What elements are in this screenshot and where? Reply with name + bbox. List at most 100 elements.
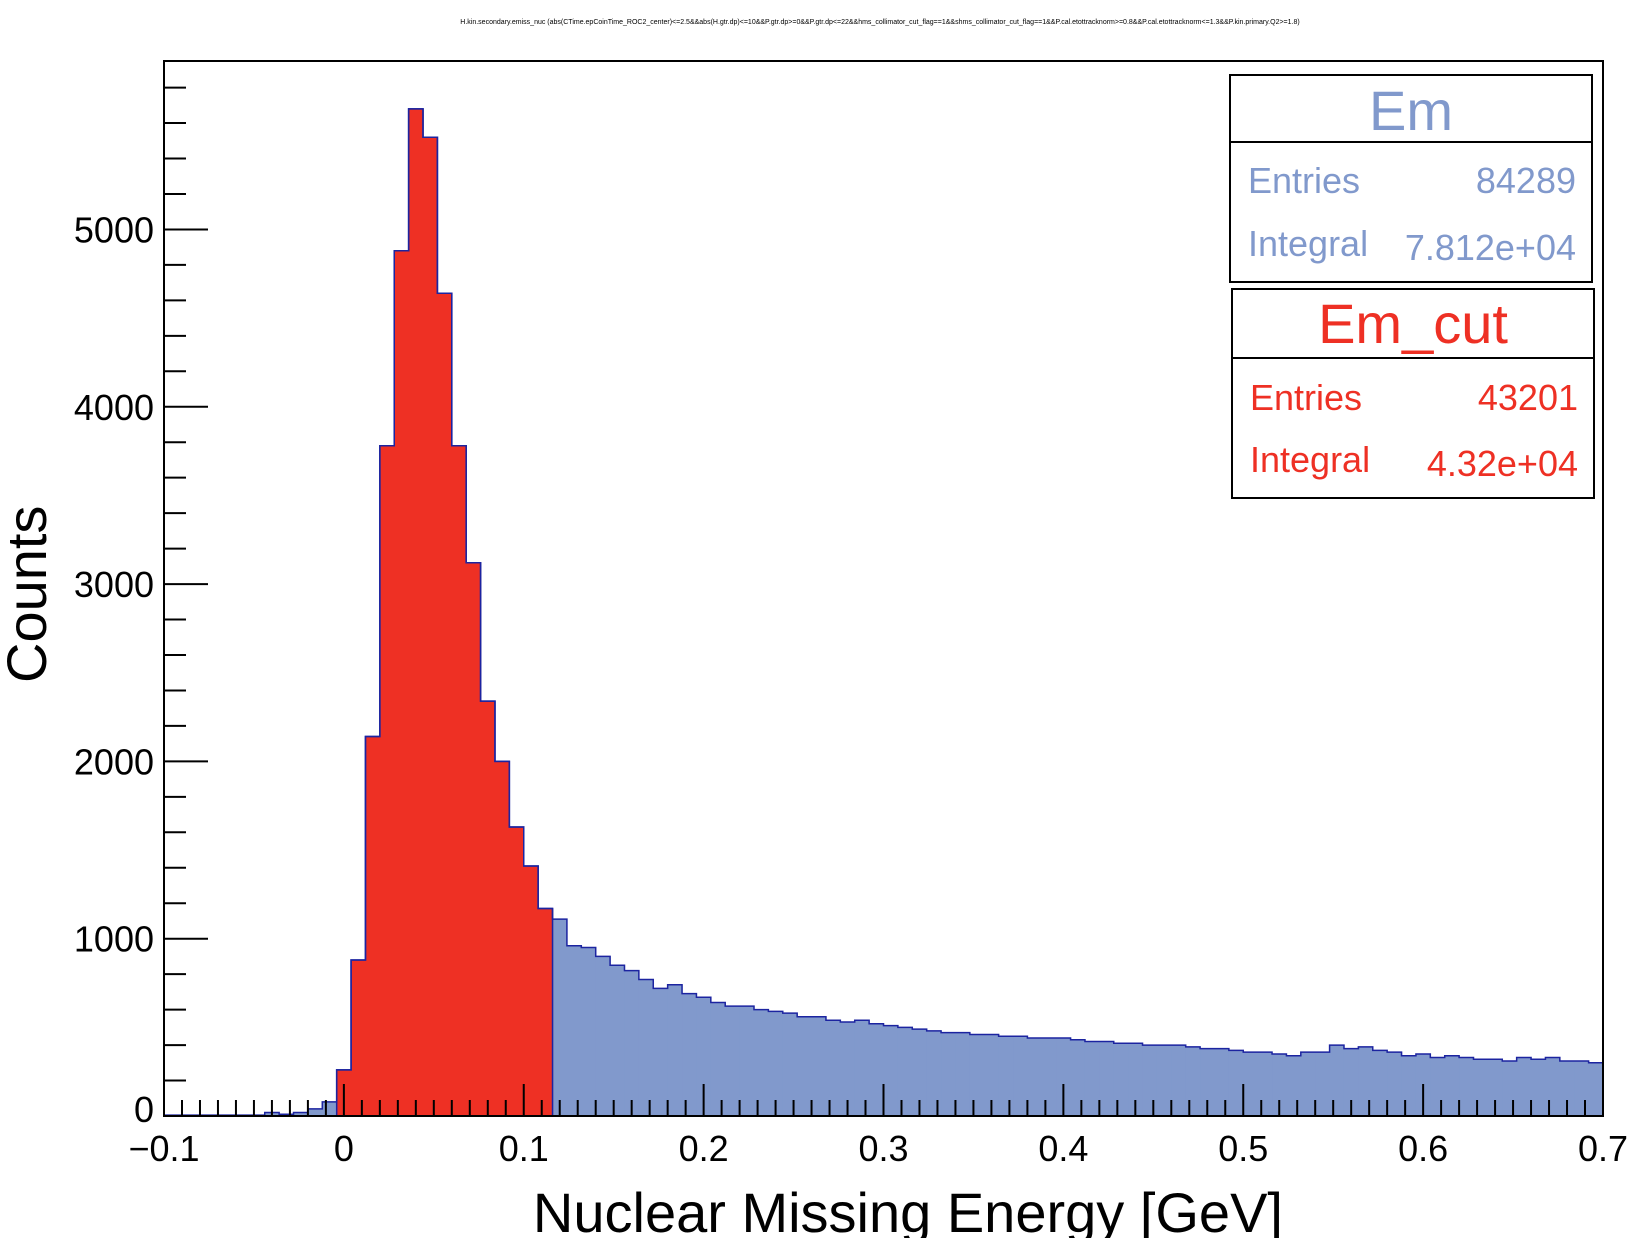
bar-em-cut-24 [509, 826, 525, 1116]
bar-em-51 [897, 1027, 913, 1116]
x-tick-label: 0.5 [1218, 1128, 1268, 1169]
x-tick-label: 0.3 [858, 1128, 908, 1169]
bar-em-96 [1545, 1057, 1561, 1116]
y-axis: 0 1000 2000 3000 4000 5000 [74, 86, 208, 1130]
bar-em-72 [1200, 1048, 1216, 1116]
bar-em-53 [926, 1030, 942, 1116]
x-axis: −0.1 0 0.1 0.2 0.3 0.4 0.5 0.6 0.7 [128, 1084, 1628, 1169]
stats-box-em-cut: Em_cut Entries 43201 Integral 4.32e+04 [1231, 288, 1595, 499]
stats-box-em-entries-value: 84289 [1476, 160, 1576, 201]
series-em-cut-bars [336, 108, 554, 1117]
bar-em-32 [624, 970, 640, 1116]
bar-em-99 [1588, 1062, 1604, 1116]
bar-em-93 [1502, 1061, 1518, 1116]
bar-em-46 [825, 1020, 841, 1116]
bar-em-39 [725, 1006, 741, 1116]
bar-em-10 [307, 1108, 323, 1116]
bar-em-67 [1128, 1043, 1144, 1116]
stats-box-em-cut-frame [1231, 288, 1595, 499]
bar-em-83 [1358, 1046, 1374, 1116]
bar-em-50 [883, 1025, 899, 1116]
bar-em-56 [969, 1034, 985, 1116]
stats-box-em-cut-entries-label: Entries [1250, 377, 1362, 418]
bar-em-42 [768, 1011, 784, 1116]
bar-em-cut-15 [379, 445, 395, 1116]
x-tick-label: 0.1 [499, 1128, 549, 1169]
x-tick-label: 0.4 [1038, 1128, 1088, 1169]
bar-em-59 [1013, 1036, 1028, 1116]
x-tick-label: 0.2 [679, 1128, 729, 1169]
x-tick-label: 0 [334, 1128, 354, 1169]
bar-em-80 [1315, 1052, 1331, 1116]
bar-em-cut-14 [365, 736, 381, 1116]
stats-box-em-cut-integral-value: 4.32e+04 [1427, 443, 1578, 484]
bar-em-76 [1257, 1052, 1273, 1116]
bar-em-61 [1041, 1037, 1057, 1116]
bar-em-48 [854, 1020, 870, 1116]
x-tick-label: 0.7 [1578, 1128, 1628, 1169]
bar-em-36 [682, 993, 698, 1116]
y-tick-label: 2000 [74, 741, 154, 782]
stats-box-em-integral-value: 7.812e+04 [1405, 227, 1576, 268]
bar-em-33 [638, 979, 654, 1116]
bar-em-84 [1372, 1050, 1388, 1116]
bar-em-66 [1113, 1043, 1129, 1116]
bar-em-35 [667, 984, 683, 1116]
bar-em-55 [955, 1032, 971, 1116]
bar-em-97 [1559, 1061, 1575, 1116]
bar-em-91 [1473, 1059, 1489, 1116]
stats-box-em-title: Em [1369, 79, 1453, 142]
stats-box-em-cut-entries-value: 43201 [1478, 377, 1578, 418]
stats-box-em-entries-label: Entries [1248, 160, 1360, 201]
bar-em-31 [610, 965, 626, 1116]
bar-em-92 [1487, 1059, 1503, 1116]
y-tick-label: 4000 [74, 387, 154, 428]
bar-em-79 [1300, 1052, 1316, 1116]
bar-em-68 [1142, 1045, 1158, 1116]
bar-em-cut-13 [351, 959, 367, 1116]
bar-em-cut-25 [523, 865, 539, 1116]
bar-em-78 [1286, 1055, 1302, 1116]
bar-em-cut-17 [408, 108, 424, 1117]
stats-box-em-integral-label: Integral [1248, 223, 1368, 264]
bar-em-74 [1228, 1050, 1244, 1116]
y-axis-label: Counts [0, 506, 58, 683]
bar-em-64 [1084, 1041, 1100, 1116]
bar-em-60 [1027, 1037, 1043, 1116]
bar-em-82 [1343, 1048, 1359, 1116]
bar-em-28 [566, 945, 582, 1116]
bar-em-65 [1099, 1041, 1115, 1116]
stats-box-em-frame [1229, 74, 1593, 283]
bar-em-85 [1387, 1052, 1403, 1116]
bar-em-62 [1056, 1037, 1072, 1116]
bar-em-cut-21 [466, 562, 482, 1116]
bar-em-38 [710, 1002, 726, 1116]
bar-em-98 [1574, 1061, 1590, 1116]
bar-em-cut-16 [394, 250, 410, 1117]
bar-em-cut-20 [451, 445, 467, 1116]
bar-em-47 [840, 1022, 856, 1116]
bar-em-58 [998, 1036, 1014, 1116]
bar-em-37 [696, 997, 712, 1116]
y-tick-label: 0 [134, 1089, 154, 1130]
bar-em-77 [1272, 1053, 1288, 1116]
bar-em-88 [1430, 1057, 1446, 1116]
bar-em-27 [552, 919, 568, 1116]
bar-em-cut-19 [437, 293, 453, 1116]
bar-em-40 [739, 1006, 755, 1116]
bar-em-cut-22 [480, 701, 496, 1116]
stats-box-em-cut-title: Em_cut [1318, 292, 1508, 355]
bar-em-81 [1329, 1045, 1345, 1116]
bar-em-57 [984, 1034, 1000, 1116]
chart-title: H.kin.secondary.emiss_nuc (abs(CTime.epC… [460, 19, 1299, 26]
y-tick-label: 3000 [74, 564, 154, 605]
bar-em-43 [782, 1013, 798, 1116]
bar-em-cut-23 [494, 761, 510, 1116]
bar-em-54 [941, 1032, 957, 1116]
bar-em-86 [1401, 1055, 1417, 1116]
y-tick-label: 1000 [74, 919, 154, 960]
bar-em-69 [1156, 1045, 1172, 1116]
bar-em-41 [753, 1009, 769, 1116]
